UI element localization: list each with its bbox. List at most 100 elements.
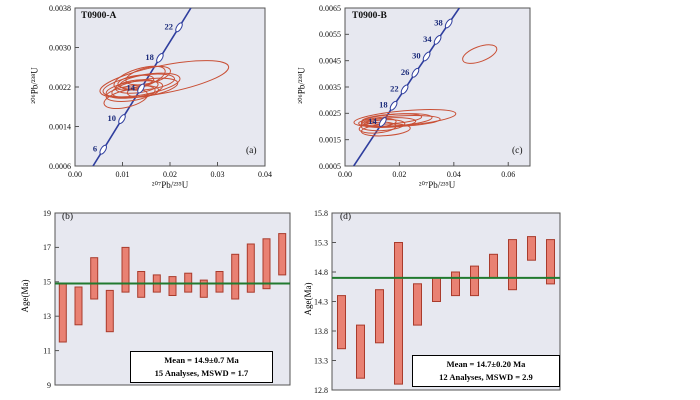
- y-tick-label: 13.3: [314, 356, 328, 365]
- plot-data-layer: [332, 236, 560, 385]
- panel-a-label: (a): [246, 146, 257, 156]
- age-bar: [489, 253, 498, 279]
- y-tick-label: 13: [43, 312, 51, 321]
- panel-a-title: T0900-A: [81, 11, 117, 21]
- y-tick-label: 0.0015: [319, 135, 341, 144]
- concordia-age-label: 18: [145, 52, 154, 62]
- mean-box-b-line2: 15 Analyses, MSWD = 1.7: [154, 368, 249, 379]
- x-tick-label: 0.01: [116, 170, 130, 179]
- age-bar: [451, 271, 460, 297]
- y-tick-label: 0.0005: [319, 162, 341, 171]
- concordia-age-marker: [444, 18, 453, 29]
- y-tick-label: 17: [43, 243, 51, 252]
- y-tick-label: 0.0045: [319, 56, 341, 65]
- y-tick-label: 15.3: [314, 238, 328, 247]
- age-bar: [470, 265, 479, 297]
- error-ellipse: [119, 73, 176, 91]
- concordia-age-marker: [411, 67, 420, 78]
- y-tick-label: 14.3: [314, 297, 328, 306]
- age-bar: [105, 289, 114, 333]
- concordia-age-label: 14: [368, 116, 377, 126]
- concordia-age-marker: [156, 52, 164, 63]
- y-tick-label: 15: [43, 278, 51, 287]
- mean-box-b-line1: Mean = 14.9±0.7 Ma: [164, 355, 239, 365]
- x-tick-label: 0.00: [68, 170, 82, 179]
- age-bar: [527, 236, 536, 261]
- x-tick-label: 0.06: [501, 170, 515, 179]
- y-tick-label: 0.0006: [49, 162, 71, 171]
- age-bar: [231, 253, 240, 300]
- y-tick-label: 12.8: [314, 386, 328, 395]
- concordia-age-marker: [422, 51, 431, 62]
- x-tick-label: 0.00: [338, 170, 352, 179]
- concordia-age-label: 26: [401, 67, 410, 77]
- age-bar: [58, 283, 67, 343]
- age-bar: [246, 243, 255, 293]
- panel-c-ylabel: ²⁰⁶Pb/²³⁸U: [296, 67, 307, 104]
- error-ellipse: [103, 88, 149, 109]
- age-bar: [278, 233, 287, 276]
- panel-d-label: (d): [340, 212, 352, 222]
- concordia-panel-a: 6 10 14 18 22 0.0006 0.0014 0.0022 0.0030 0.0038 0…: [49, 4, 272, 179]
- y-tick-label: 13.8: [314, 327, 328, 336]
- age-bar: [413, 283, 422, 326]
- x-tick-label: 0.02: [163, 170, 177, 179]
- x-tick-label: 0.02: [392, 170, 406, 179]
- y-tick-label: 0.0035: [319, 83, 341, 92]
- panel-b-label: (b): [62, 212, 74, 222]
- panel-c-label: (c): [512, 146, 523, 156]
- y-tick-label: 14.8: [314, 268, 328, 277]
- age-bar: [375, 289, 384, 344]
- age-bar: [337, 295, 346, 350]
- error-ellipse: [99, 60, 230, 99]
- age-bar: [394, 242, 403, 385]
- x-tick-label: 0.03: [211, 170, 225, 179]
- concordia-age-label: 30: [412, 50, 421, 60]
- mean-box-d-line1: Mean = 14.7±0.20 Ma: [446, 359, 526, 369]
- concordia-age-marker: [118, 114, 126, 125]
- age-bar: [199, 279, 208, 298]
- concordia-age-marker: [433, 35, 442, 45]
- panel-c-xlabel: ²⁰⁷Pb/²³⁵U: [418, 180, 456, 190]
- panel-d-ylabel: Age(Ma): [303, 282, 313, 316]
- y-tick-label: 15.8: [314, 209, 328, 218]
- concordia-age-marker: [378, 117, 387, 127]
- error-ellipse: [360, 123, 411, 137]
- age-bar: [262, 238, 271, 290]
- error-ellipse: [462, 44, 498, 64]
- mean-box-d: Mean = 14.7±0.20 Ma 12 Analyses, MSWD = …: [412, 355, 560, 388]
- age-bar: [74, 286, 83, 326]
- mean-box-b: Mean = 14.9±0.7 Ma 15 Analyses, MSWD = 1…: [130, 351, 273, 384]
- concordia-age-label: 14: [126, 82, 135, 92]
- y-tick-label: 19: [43, 209, 51, 218]
- panel-c-title: T0900-B: [352, 11, 387, 21]
- y-tick-label: 0.0030: [49, 43, 71, 52]
- plot-data-layer: [55, 233, 290, 343]
- concordia-age-label: 34: [423, 34, 432, 44]
- age-bar: [432, 277, 441, 303]
- concordia-age-label: 22: [165, 21, 174, 31]
- concordia-age-marker: [400, 84, 409, 95]
- concordia-age-label: 22: [390, 83, 399, 93]
- concordia-age-marker: [175, 22, 183, 33]
- concordia-age-marker: [99, 144, 107, 155]
- age-bar: [90, 257, 99, 300]
- x-tick-label: 0.04: [447, 170, 461, 179]
- y-tick-label: 0.0065: [319, 4, 341, 13]
- age-bar: [121, 246, 130, 293]
- concordia-age-label: 6: [93, 144, 97, 154]
- mean-box-d-line2: 12 Analyses, MSWD = 2.9: [439, 372, 533, 383]
- concordia-age-label: 10: [108, 113, 117, 123]
- age-bar: [356, 324, 365, 379]
- y-tick-label: 9: [47, 381, 51, 390]
- y-tick-label: 0.0014: [49, 122, 71, 131]
- panel-a-xlabel: ²⁰⁷Pb/²³⁵U: [151, 180, 189, 190]
- age-bar: [546, 239, 555, 285]
- y-tick-label: 0.0038: [49, 4, 71, 13]
- age-bar: [508, 239, 517, 291]
- y-tick-label: 11: [43, 346, 51, 355]
- y-tick-label: 0.0022: [49, 83, 71, 92]
